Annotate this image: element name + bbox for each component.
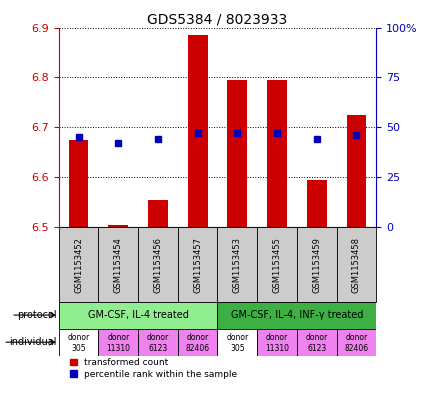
Text: donor: donor (265, 333, 287, 342)
Text: 6123: 6123 (306, 344, 326, 353)
Bar (217, 227, 256, 302)
Text: protocol: protocol (17, 310, 56, 320)
Text: donor: donor (67, 333, 89, 342)
Bar (217, 329, 256, 356)
Bar (256, 329, 296, 356)
Bar (266, 80, 286, 227)
Bar (98, 227, 138, 302)
Bar (227, 80, 247, 227)
Bar (59, 227, 98, 302)
Bar (336, 227, 375, 302)
Text: donor: donor (107, 333, 129, 342)
Bar (69, 140, 88, 227)
Text: GM-CSF, IL-4, INF-γ treated: GM-CSF, IL-4, INF-γ treated (230, 310, 362, 320)
Text: donor: donor (226, 333, 248, 342)
Bar (187, 35, 207, 227)
Bar (148, 200, 168, 227)
Text: GSM1153457: GSM1153457 (193, 237, 202, 293)
Text: GSM1153453: GSM1153453 (232, 237, 241, 293)
Bar (256, 227, 296, 302)
Bar (336, 329, 375, 356)
Text: 6123: 6123 (148, 344, 167, 353)
Text: GM-CSF, IL-4 treated: GM-CSF, IL-4 treated (88, 310, 188, 320)
Text: GSM1153459: GSM1153459 (312, 237, 320, 292)
Text: 305: 305 (71, 344, 85, 353)
Bar (178, 329, 217, 356)
Bar (138, 329, 178, 356)
Text: donor: donor (305, 333, 327, 342)
Text: GSM1153452: GSM1153452 (74, 237, 83, 292)
Bar (59, 302, 217, 329)
Bar (217, 302, 375, 329)
Bar (306, 180, 326, 227)
Title: GDS5384 / 8023933: GDS5384 / 8023933 (147, 12, 287, 26)
Text: 11310: 11310 (106, 344, 130, 353)
Text: GSM1153454: GSM1153454 (114, 237, 122, 292)
Text: donor: donor (186, 333, 208, 342)
Bar (296, 227, 336, 302)
Bar (296, 329, 336, 356)
Text: 11310: 11310 (264, 344, 288, 353)
Bar (59, 329, 98, 356)
Text: 82406: 82406 (185, 344, 209, 353)
Text: donor: donor (345, 333, 367, 342)
Legend: transformed count, percentile rank within the sample: transformed count, percentile rank withi… (69, 358, 237, 378)
Text: GSM1153456: GSM1153456 (153, 237, 162, 293)
Text: donor: donor (147, 333, 169, 342)
Bar (346, 115, 365, 227)
Text: 82406: 82406 (344, 344, 368, 353)
Bar (108, 225, 128, 227)
Text: 305: 305 (230, 344, 244, 353)
Text: GSM1153455: GSM1153455 (272, 237, 281, 292)
Bar (98, 329, 138, 356)
Bar (138, 227, 178, 302)
Text: GSM1153458: GSM1153458 (351, 237, 360, 293)
Bar (178, 227, 217, 302)
Text: individual: individual (9, 337, 56, 347)
